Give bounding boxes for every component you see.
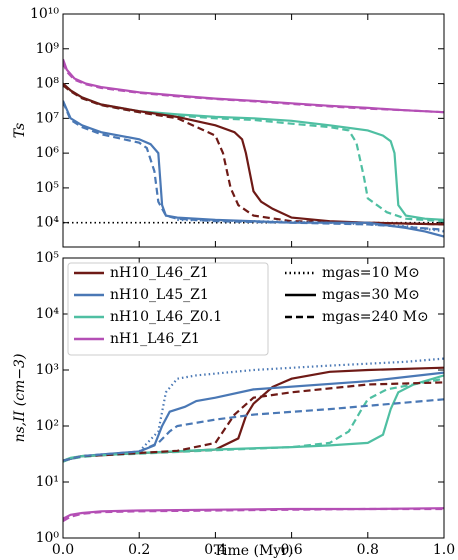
y-axis-label: ns,II (cm−3)	[12, 354, 28, 443]
series-line	[63, 101, 444, 231]
y-tick-label: 10⁹	[36, 41, 60, 57]
legend-label: nH1_L46_Z1	[110, 331, 200, 347]
y-tick-label: 10⁴	[36, 215, 60, 231]
y-tick-label: 10⁵	[36, 180, 60, 196]
legend-label: mgas=240 M⊙	[322, 309, 429, 325]
y-tick-label: 10³	[36, 362, 59, 378]
panel: 10⁴ 10⁵ 10⁶ 10⁷ 10⁸ 10⁹ 10¹⁰ Ts	[12, 6, 445, 248]
series-line	[63, 62, 444, 114]
x-tick-label: 0.6	[280, 542, 302, 558]
x-tick-label: 0.2	[128, 542, 150, 558]
y-tick-label: 10⁷	[36, 110, 60, 126]
series-line	[177, 218, 444, 233]
x-tick-label: 1.0	[433, 542, 455, 558]
plot-frame	[62, 13, 445, 248]
x-axis-label: Time (Myr)	[214, 543, 294, 559]
x-tick-label: 0.8	[357, 542, 379, 558]
y-axis-label: Ts	[12, 123, 28, 139]
legend-label: nH10_L46_Z1	[110, 265, 209, 281]
y-tick-label: 10⁸	[36, 76, 60, 92]
legend-label: nH10_L46_Z0.1	[110, 309, 222, 325]
legend-label: nH10_L45_Z1	[110, 287, 209, 303]
y-tick-label: 10⁵	[36, 250, 60, 266]
legend-label: mgas=10 M⊙	[322, 265, 420, 281]
series-line	[63, 507, 444, 523]
y-tick-label: 10¹	[36, 474, 59, 490]
x-tick-label: 0.4	[204, 542, 226, 558]
y-tick-label: 10²	[36, 418, 59, 434]
series-line	[63, 82, 444, 226]
y-tick-label: 10¹⁰	[30, 6, 59, 22]
series-line	[63, 58, 444, 114]
legend-label: mgas=30 M⊙	[322, 287, 420, 303]
series-line	[138, 357, 444, 453]
series-line	[63, 82, 444, 221]
legend: nH10_L46_Z1 nH10_L45_Z1 nH10_L46_Z0.1 nH1_L…	[67, 262, 429, 356]
legend-frame	[67, 262, 269, 356]
y-tick-label: 10⁰	[36, 530, 60, 546]
series-group	[63, 357, 444, 523]
series-line	[63, 84, 444, 223]
panel: 10⁰ 10¹ 10² 10³ 10⁴ 10⁵ 0.0 0.2 0.4 0.6 0.8 1.0 ns,I…	[12, 250, 455, 559]
x-tick-label: 0.0	[52, 542, 74, 558]
y-tick-label: 10⁴	[36, 306, 60, 322]
y-tick-label: 10⁶	[36, 145, 60, 161]
series-line	[63, 398, 444, 462]
series-group	[63, 58, 444, 238]
plot-frame	[62, 257, 445, 539]
series-line	[63, 84, 444, 226]
